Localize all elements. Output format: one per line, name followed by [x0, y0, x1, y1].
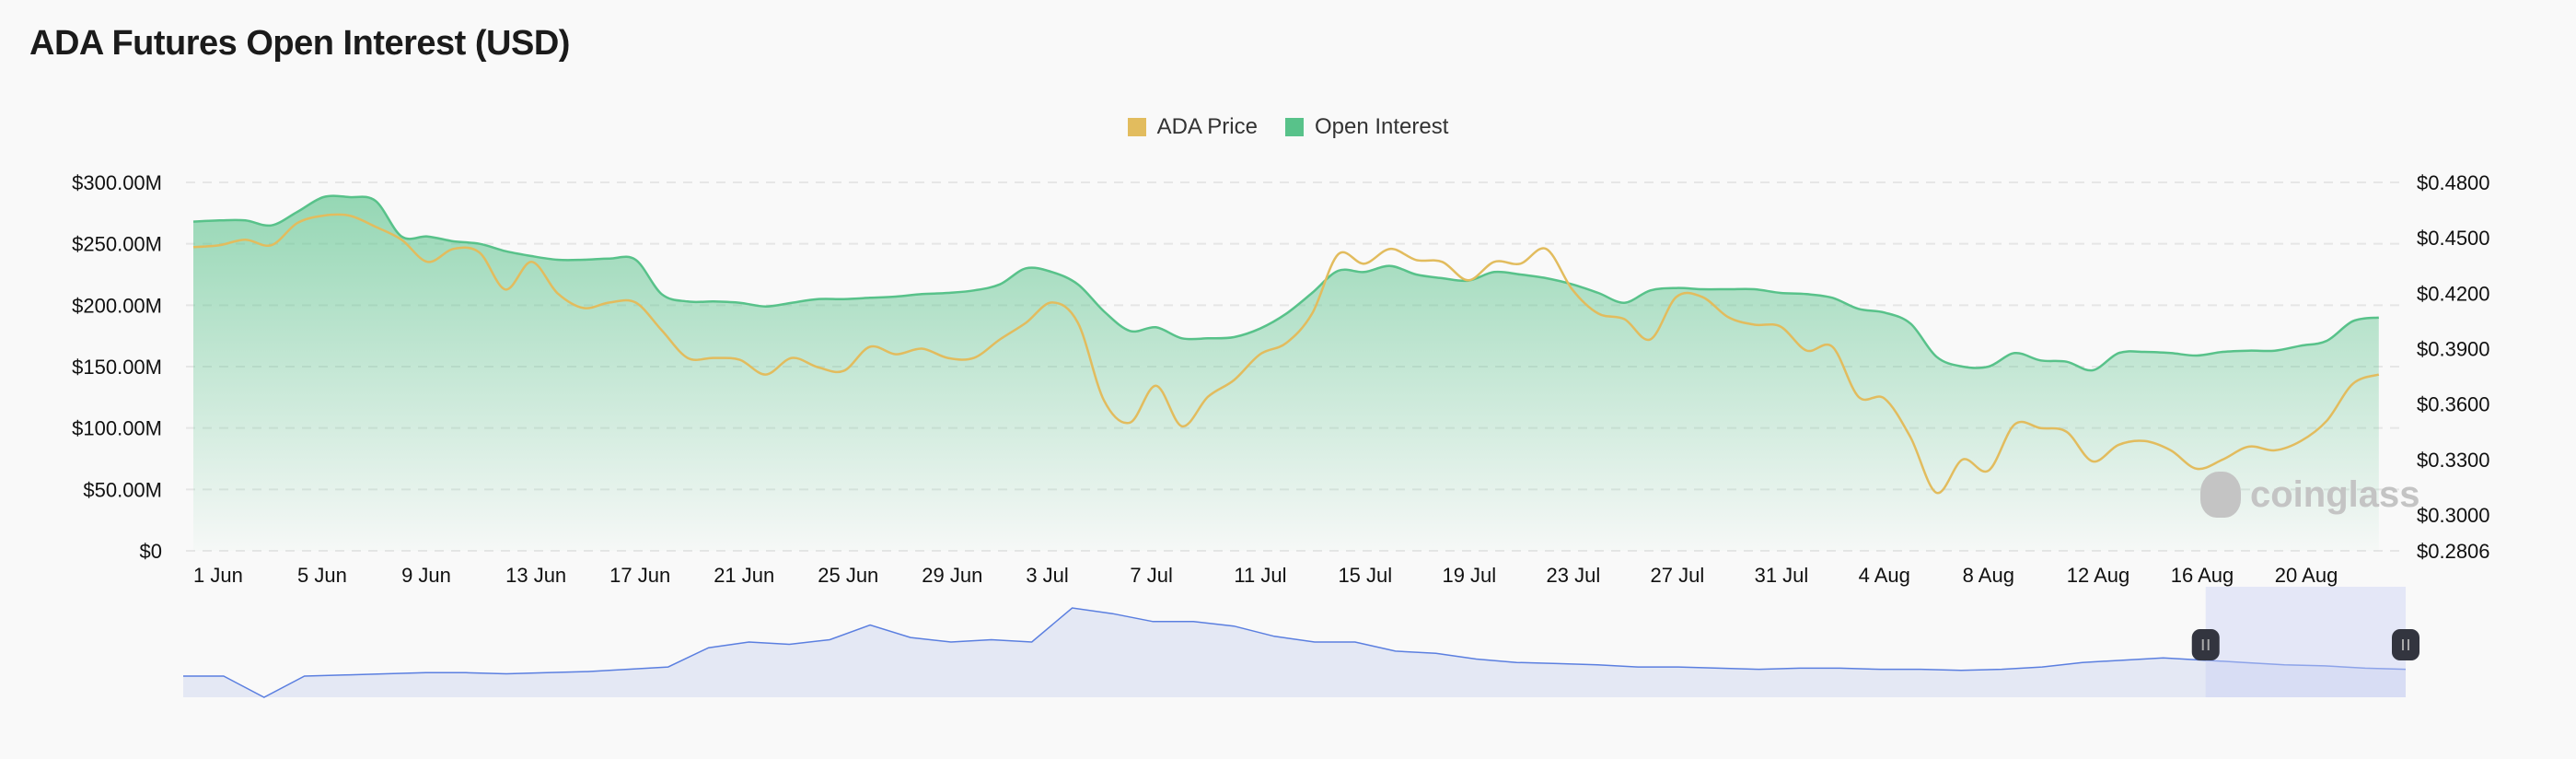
x-tick-label: 21 Jun — [714, 564, 774, 587]
legend: ADA Price Open Interest — [0, 114, 2576, 140]
ada-price-line — [192, 213, 2380, 495]
navigator[interactable] — [183, 587, 2419, 698]
x-tick-label: 13 Jun — [505, 564, 566, 587]
x-tick-label: 9 Jun — [401, 564, 451, 587]
open-interest-area — [193, 195, 2379, 552]
navigator-line — [183, 607, 2407, 698]
x-tick-label: 19 Jul — [1442, 564, 1496, 587]
legend-item-ada-price[interactable]: ADA Price — [1127, 114, 1258, 140]
left-tick-label: $150.00M — [72, 356, 162, 379]
left-tick-label: $0 — [140, 540, 162, 563]
x-tick-label: 5 Jun — [297, 564, 347, 587]
right-tick-label: $0.2806 — [2417, 540, 2490, 563]
x-tick-label: 27 Jul — [1651, 564, 1705, 587]
watermark-text: coinglass — [2250, 473, 2420, 515]
left-tick-label: $50.00M — [83, 478, 162, 501]
x-tick-label: 20 Aug — [2275, 564, 2338, 587]
right-tick-label: $0.3600 — [2417, 393, 2490, 416]
navigator-selection[interactable] — [2205, 587, 2406, 697]
right-tick-label: $0.3000 — [2417, 504, 2490, 527]
x-axis: 1 Jun 5 Jun 9 Jun 13 Jun 17 Jun 21 Jun 25 Jun 2… — [193, 564, 2338, 587]
x-tick-label: 16 Aug — [2171, 564, 2234, 587]
x-tick-label: 15 Jul — [1338, 564, 1392, 587]
left-tick-label: $300.00M — [72, 171, 162, 194]
right-axis: $0.2806 $0.3000 $0.3300 $0.3600 $0.3900 $0.42… — [2417, 171, 2490, 563]
handle-grip-icon — [2191, 629, 2220, 660]
x-tick-label: 8 Aug — [1963, 564, 2014, 587]
x-tick-label: 1 Jun — [193, 564, 243, 587]
coinglass-watermark: coinglass — [2200, 472, 2420, 518]
navigator-right-handle[interactable] — [2392, 629, 2419, 660]
right-tick-label: $0.4800 — [2417, 171, 2490, 194]
handle-grip-icon — [2392, 629, 2419, 660]
navigator-area — [183, 608, 2406, 697]
right-tick-label: $0.4500 — [2417, 227, 2490, 250]
x-tick-label: 31 Jul — [1755, 564, 1809, 587]
x-tick-label: 12 Aug — [2067, 564, 2130, 587]
x-tick-label: 7 Jul — [1130, 564, 1172, 587]
left-tick-label: $200.00M — [72, 294, 162, 317]
legend-label: Open Interest — [1314, 114, 1449, 139]
right-tick-label: $0.3900 — [2417, 338, 2490, 361]
x-tick-label: 11 Jul — [1234, 564, 1286, 587]
legend-item-open-interest[interactable]: Open Interest — [1284, 114, 1449, 140]
series-layer — [192, 194, 2380, 552]
legend-swatch-open-interest — [1284, 118, 1304, 136]
left-axis: $0 $50.00M $100.00M $150.00M $200.00M $250.00… — [72, 171, 162, 563]
x-tick-label: 17 Jun — [609, 564, 670, 587]
left-tick-label: $250.00M — [72, 233, 162, 256]
navigator-left-handle[interactable] — [2191, 629, 2220, 660]
right-tick-label: $0.4200 — [2417, 282, 2490, 305]
x-tick-label: 23 Jul — [1547, 564, 1601, 587]
legend-swatch-ada-price — [1127, 118, 1146, 136]
chart-title: ADA Futures Open Interest (USD) — [29, 24, 570, 63]
open-interest-line — [192, 194, 2379, 372]
right-tick-label: $0.3300 — [2417, 449, 2490, 472]
x-tick-label: 3 Jul — [1026, 564, 1068, 587]
legend-label: ADA Price — [1156, 114, 1258, 139]
x-tick-label: 25 Jun — [818, 564, 878, 587]
x-tick-label: 4 Aug — [1859, 564, 1910, 587]
coinglass-logo-icon — [2200, 472, 2241, 518]
left-tick-label: $100.00M — [72, 417, 162, 440]
x-tick-label: 29 Jun — [922, 564, 982, 587]
